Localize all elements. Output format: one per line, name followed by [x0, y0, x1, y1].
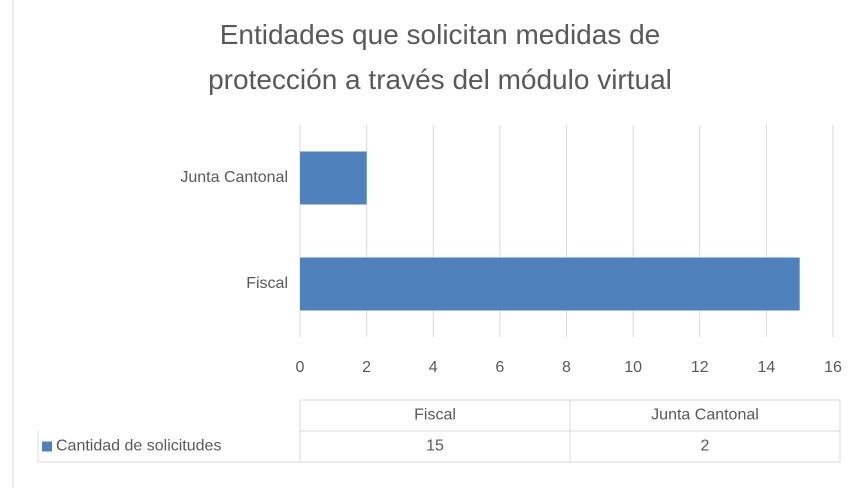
- table-value: 15: [426, 438, 444, 455]
- x-tick-label: 10: [624, 359, 642, 376]
- table-header: Fiscal: [414, 407, 456, 424]
- x-tick-label: 14: [757, 359, 775, 376]
- y-tick-label: Fiscal: [246, 275, 288, 292]
- bar: [300, 257, 800, 311]
- y-tick-label: Junta Cantonal: [180, 169, 288, 186]
- x-tick-label: 16: [824, 359, 842, 376]
- x-tick-label: 6: [495, 359, 504, 376]
- x-tick-label: 12: [691, 359, 709, 376]
- bar: [300, 151, 367, 205]
- x-tick-label: 0: [296, 359, 305, 376]
- table-header: Junta Cantonal: [651, 407, 759, 424]
- chart-title: Entidades que solicitan medidas de prote…: [208, 19, 672, 95]
- x-tick-label: 8: [562, 359, 571, 376]
- legend-key: [42, 441, 52, 452]
- x-tick-label: 2: [362, 359, 371, 376]
- x-tick-label: 4: [429, 359, 438, 376]
- legend-label: Cantidad de solicitudes: [56, 438, 221, 455]
- table-value: 2: [701, 438, 710, 455]
